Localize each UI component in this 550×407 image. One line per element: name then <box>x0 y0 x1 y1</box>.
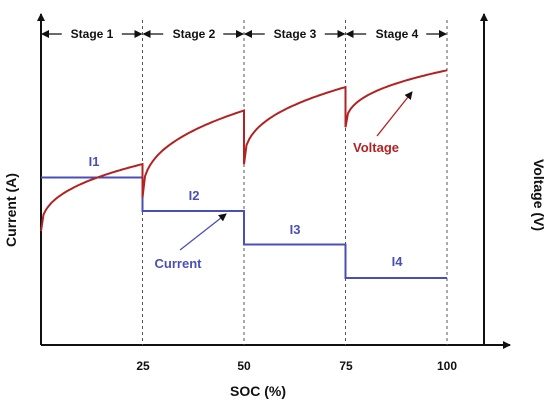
current-annotation-arrow <box>179 213 227 251</box>
y-axis-right-title: Voltage (V) <box>531 159 547 231</box>
current-step-label: I4 <box>392 254 404 269</box>
x-tick-label: 25 <box>136 359 150 373</box>
x-axis-title: SOC (%) <box>230 383 286 399</box>
x-tick-label: 75 <box>339 359 353 373</box>
stage-label: Stage 2 <box>173 27 216 41</box>
current-step-label: I3 <box>290 222 301 237</box>
voltage-annotation-label: Voltage <box>353 140 399 155</box>
x-tick-label: 100 <box>437 359 457 373</box>
voltage-annotation-arrow <box>376 91 413 137</box>
chart-marks <box>40 20 448 345</box>
y-axis-left-title: Current (A) <box>3 173 19 247</box>
stage-label: Stage 1 <box>71 27 114 41</box>
current-step-label: I2 <box>189 188 200 203</box>
voltage-series-line <box>40 69 448 232</box>
current-annotation-label: Current <box>155 256 203 271</box>
x-tick-label: 50 <box>237 359 251 373</box>
stage-label: Stage 4 <box>376 27 419 41</box>
stage-label: Stage 3 <box>274 27 317 41</box>
current-step-label: I1 <box>89 154 100 169</box>
